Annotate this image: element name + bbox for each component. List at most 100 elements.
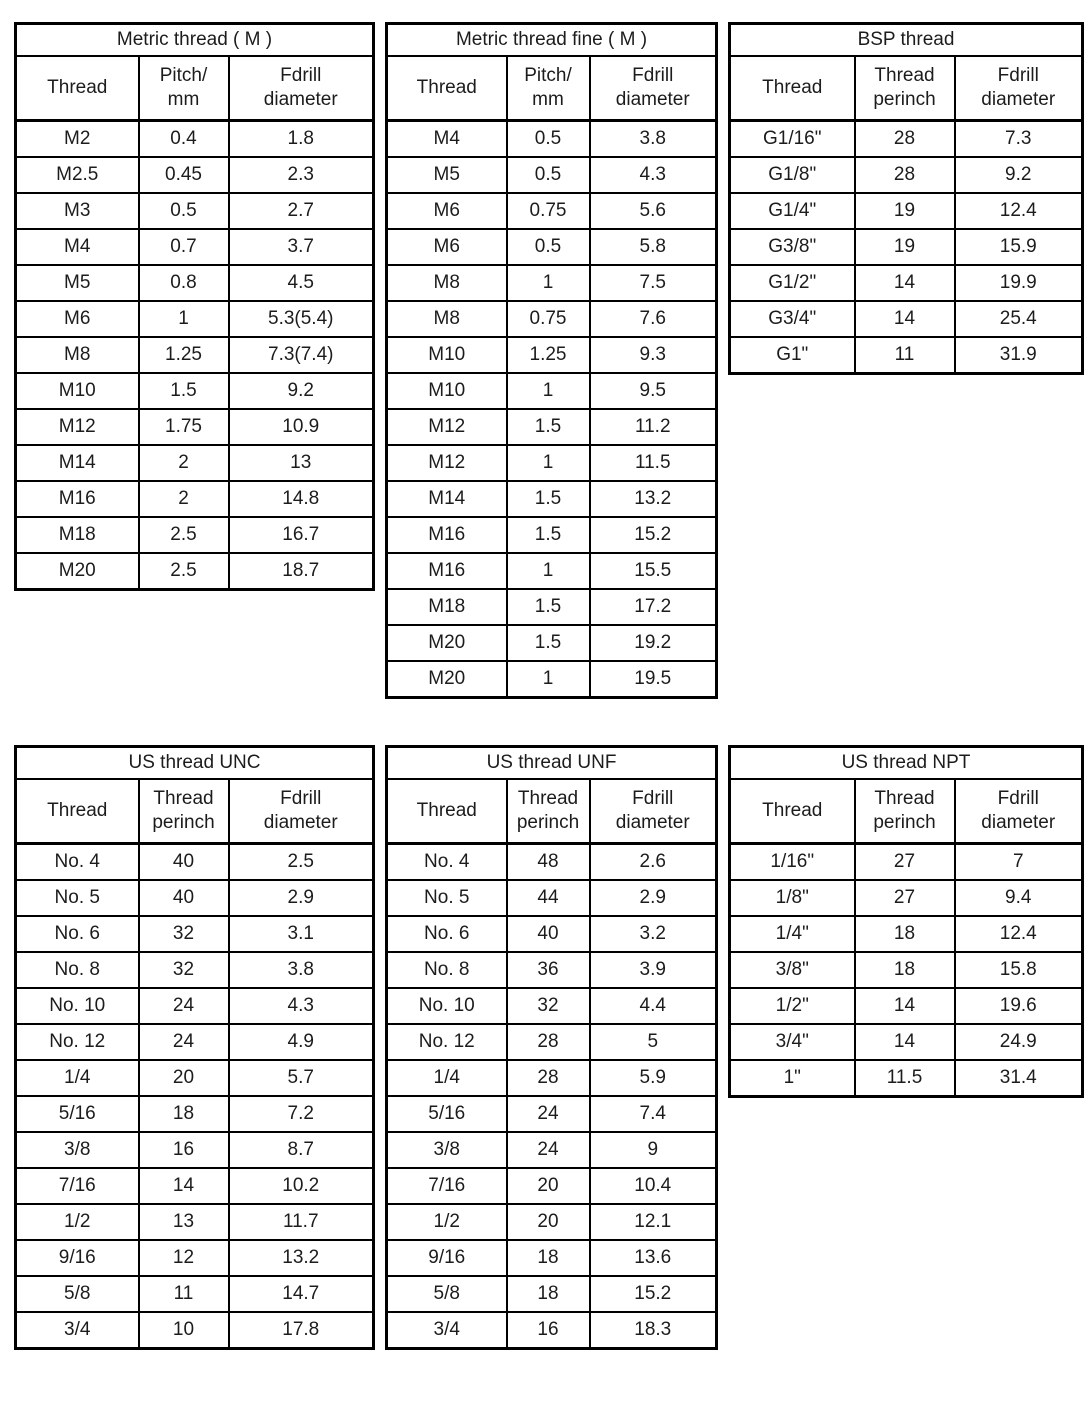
table-cell: 19.2	[588, 624, 718, 662]
table-cell: 48	[505, 842, 591, 881]
table-cell: 3/8"	[728, 951, 856, 989]
table-title-row: US thread NPT	[728, 745, 1084, 780]
table-row: M3 0.5 2.7	[14, 192, 375, 230]
table-cell: 15.8	[953, 951, 1084, 989]
table-row: No. 6 40 3.2	[385, 915, 718, 953]
column-header-pitch: Pitch/ mm	[505, 55, 591, 122]
table-cell: 15.5	[588, 552, 718, 590]
table-cell: M12	[14, 408, 140, 446]
table-row: No. 10 32 4.4	[385, 987, 718, 1025]
table-cell: 28	[505, 1059, 591, 1097]
table-cell: 1.8	[227, 119, 375, 158]
table-cell: G1"	[728, 336, 856, 375]
table-body: M4 0.5 3.8 M5 0.5 4.3 M6 0.75 5.6 M6 0.5 5.8 M8 1 7.5 M…	[385, 119, 718, 699]
table-cell: 4.3	[227, 987, 375, 1025]
table-row: M2 0.4 1.8	[14, 119, 375, 158]
table-row: M6 0.75 5.6	[385, 192, 718, 230]
table-cell: 7.3(7.4)	[227, 336, 375, 374]
table-cell: 11	[853, 336, 956, 375]
table-row: No. 4 40 2.5	[14, 842, 375, 881]
table-row: G1/2" 14 19.9	[728, 264, 1084, 302]
table-row: 1/4 28 5.9	[385, 1059, 718, 1097]
table-row: M6 0.5 5.8	[385, 228, 718, 266]
table-cell: 1.5	[505, 588, 591, 626]
table-cell: 0.75	[505, 300, 591, 338]
column-header-thread-perinch: Thread perinch	[137, 778, 230, 845]
table-cell: 5/16	[385, 1095, 508, 1133]
table-cell: 1/8"	[728, 879, 856, 917]
table-cell: 5.3(5.4)	[227, 300, 375, 338]
table-header-row: Thread Thread perinch Fdrill diameter	[728, 778, 1084, 845]
table-row: 1/4" 18 12.4	[728, 915, 1084, 953]
table-cell: 2.7	[227, 192, 375, 230]
table-cell: 1/2"	[728, 987, 856, 1025]
table-cell: 20	[137, 1059, 230, 1097]
table-cell: 14	[853, 987, 956, 1025]
table-header-row: Thread Pitch/ mm Fdrill diameter	[14, 55, 375, 122]
table-row: 9/16 12 13.2	[14, 1239, 375, 1277]
table-cell: 1.75	[137, 408, 230, 446]
table-cell: 3/4	[385, 1311, 508, 1350]
table-cell: 5.7	[227, 1059, 375, 1097]
table-cell: M12	[385, 444, 508, 482]
table-row: 1/2 20 12.1	[385, 1203, 718, 1241]
table-cell: 14	[853, 300, 956, 338]
table-cell: 44	[505, 879, 591, 917]
table-cell: 14.8	[227, 480, 375, 518]
table-row: No. 6 32 3.1	[14, 915, 375, 953]
table-cell: 1/4"	[728, 915, 856, 953]
table-cell: 3/4"	[728, 1023, 856, 1061]
table-cell: 19.6	[953, 987, 1084, 1025]
table-cell: 1.5	[505, 624, 591, 662]
table-cell: 32	[137, 951, 230, 989]
table-cell: 13	[137, 1203, 230, 1241]
table-cell: 2.5	[227, 842, 375, 881]
table-cell: No. 5	[14, 879, 140, 917]
table-row: 3/8 16 8.7	[14, 1131, 375, 1169]
table-row: M10 1 9.5	[385, 372, 718, 410]
table-row: 3/8" 18 15.8	[728, 951, 1084, 989]
table-cell: M5	[14, 264, 140, 302]
table-cell: 9.2	[227, 372, 375, 410]
table-cell: 4.3	[588, 156, 718, 194]
table-cell: 1.25	[505, 336, 591, 374]
table-cell: 0.5	[137, 192, 230, 230]
table-row: 3/4 16 18.3	[385, 1311, 718, 1350]
table-title: BSP thread	[728, 22, 1084, 57]
table-row: M8 1 7.5	[385, 264, 718, 302]
table-row: 1/4 20 5.7	[14, 1059, 375, 1097]
table-cell: 7.6	[588, 300, 718, 338]
table-cell: 9.4	[953, 879, 1084, 917]
us-thread-unc-table: US thread UNC Thread Thread perinch Fdri…	[14, 745, 375, 1350]
table-cell: 13.2	[588, 480, 718, 518]
table-title: US thread UNC	[14, 745, 375, 780]
table-cell: M2.5	[14, 156, 140, 194]
us-thread-npt-table: US thread NPT Thread Thread perinch Fdri…	[728, 745, 1084, 1098]
table-cell: 4.4	[588, 987, 718, 1025]
table-row: M20 2.5 18.7	[14, 552, 375, 591]
table-cell: 32	[137, 915, 230, 953]
table-row: M8 1.25 7.3(7.4)	[14, 336, 375, 374]
table-cell: 18.3	[588, 1311, 718, 1350]
table-row: G1/16" 28 7.3	[728, 119, 1084, 158]
column-header-fdrill-diameter: Fdrill diameter	[227, 55, 375, 122]
table-cell: 9/16	[14, 1239, 140, 1277]
table-cell: M8	[385, 264, 508, 302]
table-cell: M3	[14, 192, 140, 230]
table-cell: M8	[14, 336, 140, 374]
table-cell: 7.5	[588, 264, 718, 302]
metric-thread-table: Metric thread ( M ) Thread Pitch/ mm Fdr…	[14, 22, 375, 591]
table-row: M2.5 0.45 2.3	[14, 156, 375, 194]
table-row: 1/2" 14 19.6	[728, 987, 1084, 1025]
table-row: 7/16 14 10.2	[14, 1167, 375, 1205]
table-title-row: US thread UNF	[385, 745, 718, 780]
table-cell: 31.4	[953, 1059, 1084, 1098]
table-row: G1/8" 28 9.2	[728, 156, 1084, 194]
table-cell: 13	[227, 444, 375, 482]
column-header-fdrill-diameter: Fdrill diameter	[953, 55, 1084, 122]
table-cell: 5/8	[385, 1275, 508, 1313]
table-cell: 7/16	[385, 1167, 508, 1205]
table-cell: M20	[14, 552, 140, 591]
table-cell: No. 6	[385, 915, 508, 953]
table-cell: 7.3	[953, 119, 1084, 158]
